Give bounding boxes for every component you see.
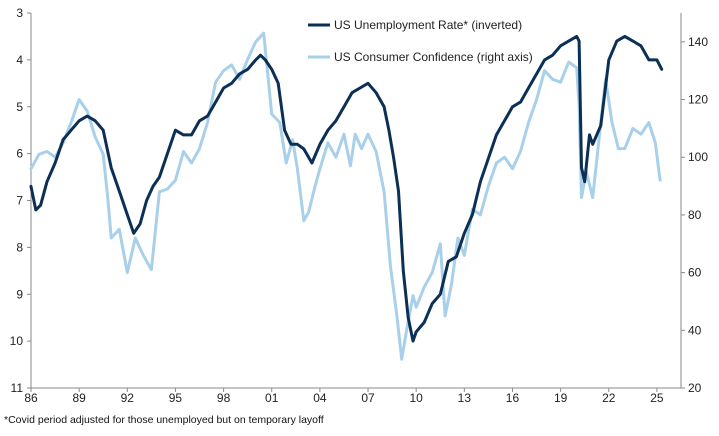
x-tick-label: 22 xyxy=(602,391,616,405)
legend: US Unemployment Rate* (inverted) US Cons… xyxy=(308,18,533,64)
left-tick-label: 5 xyxy=(16,100,23,114)
x-tick-label: 04 xyxy=(313,391,327,405)
left-tick-label: 9 xyxy=(16,287,23,301)
left-tick-label: 8 xyxy=(16,240,23,254)
left-tick-label: 7 xyxy=(16,194,23,208)
x-tick-label: 95 xyxy=(169,391,183,405)
series-line-consumer-confidence xyxy=(29,31,662,361)
x-tick-label: 01 xyxy=(265,391,279,405)
right-tick-label: 100 xyxy=(688,150,708,164)
series-layer xyxy=(29,31,664,361)
series-line-unemployment xyxy=(29,34,664,343)
footnote: *Covid period adjusted for those unemplo… xyxy=(4,414,324,426)
left-tick-label: 11 xyxy=(11,381,24,395)
legend-label-unemployment: US Unemployment Rate* (inverted) xyxy=(334,18,522,32)
x-tick-label: 89 xyxy=(72,391,86,405)
right-tick-label: 80 xyxy=(688,208,702,222)
right-tick-label: 120 xyxy=(688,93,708,107)
x-tick-label: 19 xyxy=(554,391,568,405)
left-tick-label: 3 xyxy=(16,6,23,20)
left-tick-label: 4 xyxy=(16,53,23,67)
x-tick-label: 10 xyxy=(410,391,424,405)
right-tick-label: 140 xyxy=(688,35,708,49)
right-tick-label: 60 xyxy=(688,266,702,280)
left-tick-label: 10 xyxy=(10,334,24,348)
x-tick-label: 98 xyxy=(217,391,231,405)
left-tick-label: 6 xyxy=(16,147,23,161)
right-tick-label: 20 xyxy=(688,381,702,395)
x-tick-label: 16 xyxy=(506,391,520,405)
x-tick-label: 13 xyxy=(458,391,472,405)
x-tick-label: 92 xyxy=(121,391,135,405)
x-tick-label: 86 xyxy=(24,391,38,405)
x-tick-label: 07 xyxy=(361,391,375,405)
x-tick-label: 25 xyxy=(650,391,664,405)
legend-label-confidence: US Consumer Confidence (right axis) xyxy=(334,50,533,64)
right-tick-label: 40 xyxy=(688,323,702,337)
